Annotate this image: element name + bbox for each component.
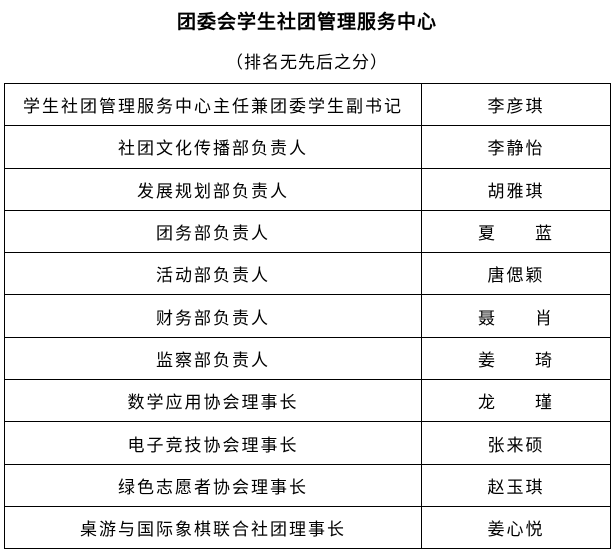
table-row: 绿色志愿者协会理事长 赵玉琪 (4, 463, 611, 507)
role-cell: 监察部负责人 (4, 336, 422, 381)
name-cell: 聂 肖 (421, 294, 611, 338)
name-cell: 唐偲颖 (421, 252, 611, 296)
role-cell: 学生社团管理服务中心主任兼团委学生副书记 (4, 82, 422, 127)
role-cell: 社团文化传播部负责人 (4, 125, 422, 169)
role-cell: 桌游与国际象棋联合社团理事长 (4, 505, 422, 550)
table-row: 社团文化传播部负责人 李静怡 (4, 125, 611, 169)
name-cell: 李彦琪 (421, 82, 611, 127)
role-cell: 活动部负责人 (4, 252, 422, 296)
table-row: 电子竞技协会理事长 张来硕 (4, 421, 611, 465)
table-row: 活动部负责人 唐偲颖 (4, 252, 611, 296)
document-title: 团委会学生社团管理服务中心 (176, 11, 437, 33)
role-cell: 电子竞技协会理事长 (4, 421, 422, 465)
table-row: 财务部负责人聂 肖 (4, 294, 611, 338)
name-cell: 张来硕 (421, 421, 611, 465)
role-cell: 团务部负责人 (4, 209, 422, 254)
name-cell: 李静怡 (421, 125, 611, 169)
table-row: 团务部负责人夏 蓝 (4, 209, 611, 254)
name-cell: 夏 蓝 (421, 209, 611, 254)
name-cell: 胡雅琪 (421, 167, 611, 211)
role-cell: 数学应用协会理事长 (4, 379, 422, 423)
table-row: 学生社团管理服务中心主任兼团委学生副书记 李彦琪 (4, 82, 611, 127)
table-row: 监察部负责人姜 琦 (4, 336, 611, 381)
role-cell: 发展规划部负责人 (4, 167, 422, 211)
role-cell: 绿色志愿者协会理事长 (4, 463, 422, 507)
role-cell: 财务部负责人 (4, 294, 422, 338)
table-row: 数学应用协会理事长龙 瑾 (4, 379, 611, 423)
document-subtitle: （排名无先后之分） (226, 53, 388, 73)
name-cell: 龙 瑾 (421, 379, 611, 423)
roster-table: 学生社团管理服务中心主任兼团委学生副书记 李彦琪 社团文化传播部负责人 李静怡 发展规划… (4, 82, 611, 550)
table-row: 发展规划部负责人 胡雅琪 (4, 167, 611, 211)
name-cell: 姜 琦 (421, 336, 611, 381)
name-cell: 赵玉琪 (421, 463, 611, 507)
table-row: 桌游与国际象棋联合社团理事长 姜心悦 (4, 505, 611, 550)
name-cell: 姜心悦 (421, 505, 611, 550)
